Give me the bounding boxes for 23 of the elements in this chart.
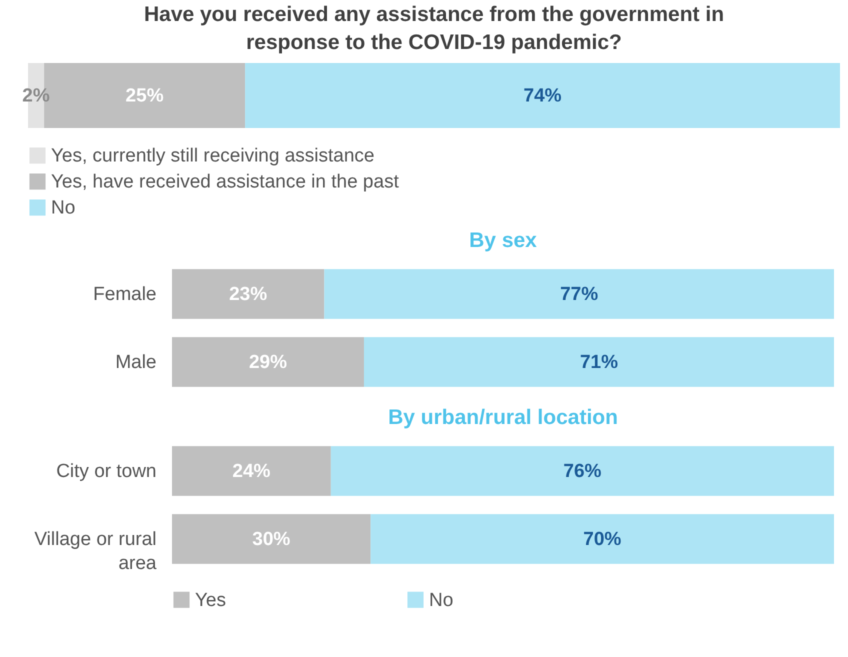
y-tick-label: Female — [93, 284, 156, 305]
legend-label: No — [429, 590, 454, 611]
data-label: 70% — [583, 529, 622, 550]
legend-label: Yes — [195, 590, 226, 611]
data-label: 25% — [126, 86, 164, 106]
data-label: 24% — [232, 460, 271, 482]
data-label: 29% — [248, 352, 288, 374]
y-tick-label: Village or rural area — [34, 529, 157, 574]
chart-title: By urban/rural location — [388, 406, 618, 429]
chart-title: Have you received any assistance from the government in response to the COVID-19 pandemic? — [144, 3, 724, 54]
data-label: 74% — [524, 86, 562, 106]
data-label: 77% — [560, 284, 598, 305]
data-label: 23% — [229, 284, 268, 305]
legend-label: Yes, have received assistance in the past — [51, 172, 400, 192]
chart-title: By sex — [469, 229, 538, 252]
y-tick-label: City or town — [56, 460, 156, 482]
legend-label: Yes, currently still receiving assistance — [51, 146, 374, 166]
y-tick-label: Male — [115, 352, 156, 374]
data-label: 76% — [563, 460, 602, 482]
legend-label: No — [51, 198, 76, 218]
data-label: 71% — [580, 352, 618, 374]
data-label: 2% — [22, 86, 50, 106]
data-label: 30% — [252, 529, 290, 550]
